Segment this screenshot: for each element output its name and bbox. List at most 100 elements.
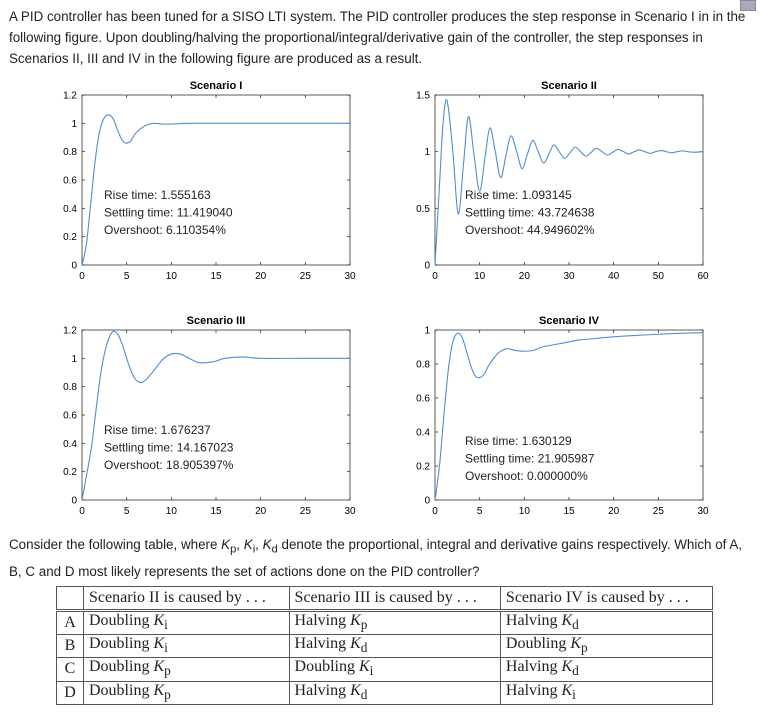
y-tick-label: 0.4 (416, 428, 430, 439)
x-tick-label: 30 (344, 271, 356, 282)
x-tick-label: 0 (432, 506, 438, 517)
action: Doubling (89, 635, 154, 653)
gain-sub: p (164, 663, 171, 679)
annotation-text: Settling time: 14.167023 (104, 441, 234, 455)
intro-text: A PID controller has been tuned for a SI… (9, 9, 746, 66)
y-tick-label: 0.4 (63, 439, 77, 450)
annotation-text: Overshoot: 18.905397% (104, 458, 234, 472)
y-tick-label: 0 (71, 261, 77, 272)
chart-scenario-1: Scenario I 0 5 10 15 20 25 30 0 0.2 0.4 0.6 0.8 1 1.2 R… (63, 80, 356, 282)
plot-frame (434, 329, 704, 501)
chart-title: Scenario I (190, 80, 243, 92)
x-tick-label: 10 (166, 271, 178, 282)
x-tick-label: 15 (210, 506, 222, 517)
y-tick-label: 1.5 (416, 91, 430, 102)
x-tick-label: 5 (124, 271, 130, 282)
gain-symbol: K (561, 612, 573, 629)
chart-title: Scenario II (541, 80, 597, 92)
x-tick-label: 0 (432, 271, 438, 282)
table-cell: Doubling Ki (83, 634, 290, 659)
annotation-text: Overshoot: 6.110354% (104, 223, 226, 237)
plot-frame (81, 94, 351, 266)
question-text: Consider the following table, where Kp, … (9, 537, 743, 580)
annotation-text: Overshoot: 44.949602% (465, 223, 595, 237)
action: Halving (505, 612, 562, 629)
y-tick-label: 1.2 (63, 326, 77, 337)
y-tick-label: 0 (424, 496, 430, 507)
gain-symbol: K (153, 681, 165, 699)
annotation-text: Rise time: 1.676237 (104, 423, 211, 437)
gain-sub: i (164, 617, 168, 633)
table-row: C Doubling Kp Doubling Ki Halving Kd (56, 657, 714, 682)
x-tick-label: 50 (653, 271, 665, 282)
action: Doubling (294, 658, 359, 676)
gain-symbol: K (570, 635, 582, 653)
table-row: D Doubling Kp Halving Kd Halving Ki (56, 680, 714, 705)
header-cell: Scenario IV is caused by . . . (499, 586, 714, 612)
x-tick-label: 25 (300, 506, 312, 517)
y-tick-label: 0.4 (63, 204, 77, 215)
table-cell: Doubling Ki (288, 657, 501, 682)
step-response-line (434, 99, 704, 266)
gain-sub: i (164, 640, 168, 656)
y-tick-label: 0 (424, 261, 430, 272)
table-cell: Doubling Kp (83, 657, 290, 682)
action: Doubling (89, 612, 154, 629)
x-tick-label: 15 (563, 506, 575, 517)
x-tick-label: 20 (519, 271, 531, 282)
gain-symbol: K (561, 681, 573, 699)
table-cell: Doubling Ki (83, 609, 290, 636)
y-tick-label: 1 (424, 326, 430, 337)
x-tick-label: 25 (300, 271, 312, 282)
gain-sub: i (572, 686, 576, 702)
x-tick-label: 20 (608, 506, 620, 517)
x-tick-label: 0 (79, 506, 85, 517)
chart-scenario-3: Scenario III 0 5 10 15 20 25 30 0 0.2 0.4 0.6 0.8 1 1.… (63, 315, 356, 517)
table-cell: Doubling Kp (83, 680, 290, 705)
step-response-line (81, 114, 350, 266)
y-tick-label: 0.8 (63, 382, 77, 393)
y-tick-label: 0.8 (416, 360, 430, 371)
table-header: Scenario II is caused by . . . Scenario … (56, 586, 714, 612)
row-label: A (56, 609, 84, 636)
kp-sub: p (230, 543, 237, 556)
row-label: B (56, 634, 84, 659)
y-tick-label: 1 (424, 147, 430, 158)
gain-symbol: K (359, 658, 370, 676)
x-tick-label: 30 (563, 271, 575, 282)
y-tick-label: 0.2 (63, 232, 77, 243)
action: Halving (294, 681, 351, 699)
x-tick-label: 20 (255, 271, 267, 282)
annotation-text: Settling time: 43.724638 (465, 206, 595, 220)
table-cell: Halving Kp (288, 609, 501, 636)
x-tick-label: 30 (697, 506, 709, 517)
gain-symbol: K (350, 635, 361, 653)
x-tick-label: 10 (519, 506, 531, 517)
gain-sub: d (572, 663, 579, 679)
x-tick-label: 60 (697, 271, 709, 282)
annotation-text: Settling time: 11.419040 (104, 206, 233, 220)
table-cell: Halving Ki (499, 680, 714, 705)
x-tick-label: 0 (79, 271, 85, 282)
x-tick-label: 30 (344, 506, 356, 517)
action: Halving (294, 635, 351, 653)
annotation-text: Rise time: 1.093145 (465, 188, 572, 202)
y-tick-label: 1.2 (63, 91, 77, 102)
chart-title: Scenario IV (539, 315, 600, 327)
gain-sub: p (164, 686, 171, 702)
collapse-icon[interactable] (740, 0, 756, 11)
chart-title: Scenario III (187, 315, 246, 327)
x-tick-label: 25 (653, 506, 665, 517)
step-response-line (81, 330, 350, 501)
gain-symbol: K (153, 612, 165, 629)
gain-symbol: K (350, 681, 361, 699)
gain-sub: p (581, 640, 588, 656)
header-cell: Scenario III is caused by . . . (288, 586, 501, 612)
kp-symbol: K (221, 537, 231, 552)
action: Doubling (89, 681, 154, 699)
x-tick-label: 5 (477, 506, 483, 517)
action: Doubling (89, 658, 154, 676)
y-tick-label: 1 (71, 354, 77, 365)
gain-symbol: K (153, 658, 165, 676)
x-tick-label: 15 (210, 271, 222, 282)
